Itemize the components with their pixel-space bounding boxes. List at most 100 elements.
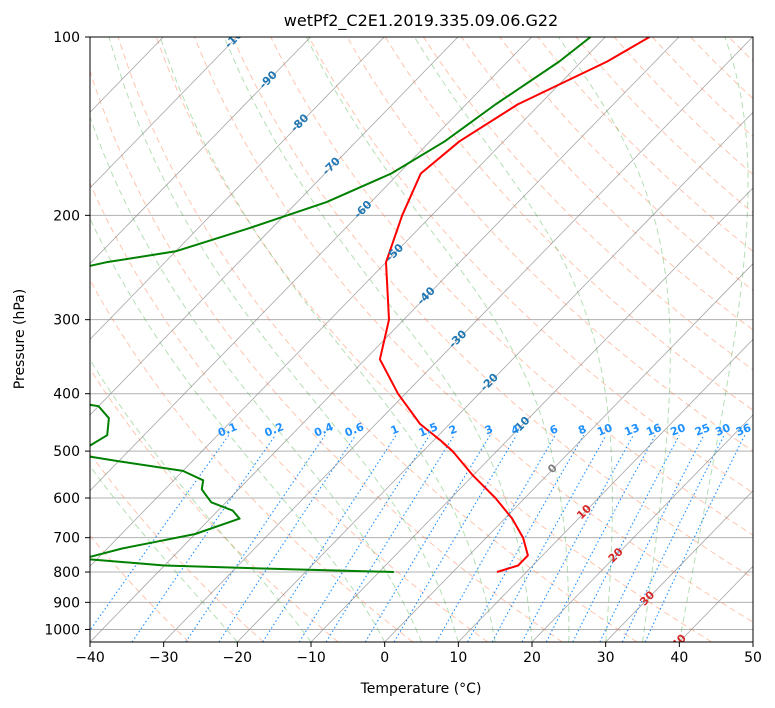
profiles bbox=[90, 37, 651, 573]
isotherm-line bbox=[90, 37, 385, 340]
dry-adiabat bbox=[90, 368, 339, 642]
mixing-ratio-label: 10 bbox=[595, 421, 614, 439]
mixing-ratio-line bbox=[521, 434, 634, 642]
moist-adiabat bbox=[223, 37, 533, 642]
x-tick-label: 40 bbox=[670, 650, 688, 666]
y-tick-label: 400 bbox=[53, 387, 80, 403]
isotherms bbox=[90, 37, 753, 642]
mixing-ratio-label: 36 bbox=[734, 421, 753, 439]
y-tick-label: 100 bbox=[53, 30, 80, 46]
dry-adiabat bbox=[90, 182, 488, 642]
x-tick-label: −20 bbox=[223, 650, 253, 666]
dry-adiabat bbox=[270, 37, 753, 536]
mixing-ratio-label: 20 bbox=[668, 421, 687, 439]
dry-adiabat bbox=[155, 37, 712, 642]
isotherm-line bbox=[90, 37, 311, 265]
mixing-ratio-line bbox=[325, 434, 455, 642]
mixing-ratio-lines bbox=[90, 434, 746, 642]
dry-adiabat bbox=[537, 37, 753, 253]
isotherm-line bbox=[384, 263, 753, 642]
dry-adiabat bbox=[346, 37, 753, 452]
mixing-ratio-line bbox=[599, 434, 705, 642]
x-tick-label: 30 bbox=[597, 650, 615, 666]
isotherm-line bbox=[605, 490, 753, 642]
isotherm-line bbox=[310, 187, 753, 642]
y-axis-label: Pressure (hPa) bbox=[12, 289, 28, 389]
moist-adiabat bbox=[90, 465, 238, 642]
dry-adiabat bbox=[90, 452, 264, 642]
y-tick-label: 300 bbox=[53, 313, 80, 329]
dry-adiabats bbox=[90, 37, 775, 642]
dry-adiabat bbox=[117, 37, 638, 642]
moist-adiabats bbox=[90, 37, 749, 642]
mixing-ratio-line bbox=[185, 434, 326, 642]
mixing-ratio-line bbox=[393, 434, 518, 642]
dry-adiabat bbox=[193, 37, 753, 623]
mixing-ratio-line bbox=[435, 434, 556, 642]
isotherm-line bbox=[90, 37, 532, 492]
isotherm-label: 40 bbox=[669, 631, 689, 651]
mixing-ratio-label: 0.6 bbox=[343, 420, 366, 439]
isotherm-line bbox=[531, 414, 753, 642]
pressure-gridlines bbox=[90, 37, 753, 630]
x-tick-label: −40 bbox=[75, 650, 105, 666]
dry-adiabat bbox=[651, 37, 753, 138]
x-tick-label: 50 bbox=[744, 650, 762, 666]
y-tick-label: 800 bbox=[53, 565, 80, 581]
moist-adiabat bbox=[90, 115, 422, 642]
dry-adiabat bbox=[728, 37, 753, 62]
y-tick-label: 200 bbox=[53, 208, 80, 224]
moist-adiabat bbox=[159, 37, 496, 642]
isotherm-line bbox=[237, 111, 753, 642]
y-tick-label: 1000 bbox=[44, 622, 80, 638]
dry-adiabat bbox=[499, 37, 753, 292]
x-tick-label: 10 bbox=[449, 650, 467, 666]
dry-adiabat bbox=[422, 37, 753, 371]
moist-adiabat bbox=[414, 37, 613, 642]
axis-ticks: −40 −30 −20 −10 0 10 20 30 40 5010020030040050060… bbox=[44, 30, 762, 666]
mixing-ratio-label: 30 bbox=[713, 421, 732, 439]
mixing-ratio-line bbox=[491, 434, 607, 642]
mixing-ratio-label: 6 bbox=[548, 422, 560, 437]
mixing-ratio-line bbox=[298, 434, 431, 642]
mixing-ratio-line bbox=[262, 434, 397, 642]
mixing-ratio-line bbox=[131, 434, 276, 642]
moist-adiabat bbox=[90, 358, 312, 642]
dry-adiabat bbox=[308, 37, 753, 494]
isotherm-line bbox=[90, 37, 606, 567]
dry-adiabat bbox=[767, 37, 775, 642]
dry-adiabat bbox=[690, 37, 753, 100]
moist-adiabat bbox=[90, 217, 386, 642]
y-tick-label: 500 bbox=[53, 444, 80, 460]
moist-adiabat bbox=[108, 37, 459, 642]
moist-adiabat bbox=[558, 37, 671, 642]
mixing-ratio-line bbox=[644, 434, 746, 642]
isotherm-line bbox=[163, 37, 753, 642]
mixing-ratio-label: 2 bbox=[447, 422, 459, 437]
mixing-ratio-line bbox=[621, 434, 725, 642]
mixing-ratio-line bbox=[572, 434, 680, 642]
mixing-ratio-label: 3 bbox=[483, 422, 495, 437]
mixing-ratio-label: 25 bbox=[693, 421, 712, 439]
moist-adiabat bbox=[305, 37, 570, 642]
isotherm-label: 0 bbox=[545, 461, 560, 476]
y-tick-label: 900 bbox=[53, 595, 80, 611]
x-tick-label: 0 bbox=[380, 650, 389, 666]
x-tick-label: −10 bbox=[296, 650, 326, 666]
mixing-ratio-label: 13 bbox=[622, 421, 641, 439]
y-tick-label: 600 bbox=[53, 491, 80, 507]
isotherm-line bbox=[90, 37, 238, 189]
mixing-ratio-label: 1 bbox=[389, 422, 401, 437]
isotherm-line bbox=[90, 37, 459, 416]
mixing-ratio-label: 0.2 bbox=[263, 420, 286, 439]
y-tick-label: 700 bbox=[53, 531, 80, 547]
dry-adiabat bbox=[90, 69, 563, 642]
dry-adiabat bbox=[90, 279, 414, 642]
plot-frame bbox=[89, 36, 754, 643]
x-axis-label: Temperature (°C) bbox=[360, 681, 482, 697]
x-tick-label: −30 bbox=[149, 650, 179, 666]
x-tick-label: 20 bbox=[523, 650, 541, 666]
dry-adiabat bbox=[232, 37, 753, 579]
chart-title: wetPf2_C2E1.2019.335.09.06.G22 bbox=[284, 11, 558, 31]
